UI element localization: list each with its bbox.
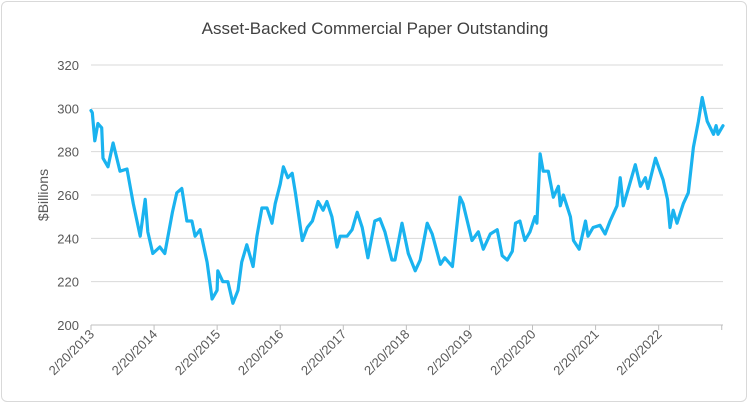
y-tick-label: 300 — [57, 101, 79, 116]
x-tick-label: 2/20/2015 — [172, 327, 224, 379]
x-tick-label: 2/20/2020 — [487, 327, 539, 379]
x-tick-label: 2/20/2021 — [550, 327, 602, 379]
y-tick-label: 320 — [57, 58, 79, 73]
y-tick-label: 200 — [57, 318, 79, 333]
x-tick-label: 2/20/2018 — [361, 327, 413, 379]
y-tick-label: 280 — [57, 145, 79, 160]
y-tick-label: 220 — [57, 275, 79, 290]
x-tick-label: 2/20/2016 — [235, 327, 287, 379]
x-tick-label: 2/20/2017 — [298, 327, 350, 379]
x-tick-label: 2/20/2022 — [613, 327, 665, 379]
x-tick-label: 2/20/2014 — [109, 327, 161, 379]
x-tick-label: 2/20/2013 — [46, 327, 98, 379]
y-tick-label: 240 — [57, 231, 79, 246]
y-tick-label: 260 — [57, 188, 79, 203]
chart-title: Asset-Backed Commercial Paper Outstandin… — [202, 19, 549, 38]
y-axis-label: $Billions — [35, 169, 51, 221]
series-line — [89, 95, 725, 305]
x-tick-label: 2/20/2019 — [424, 327, 476, 379]
